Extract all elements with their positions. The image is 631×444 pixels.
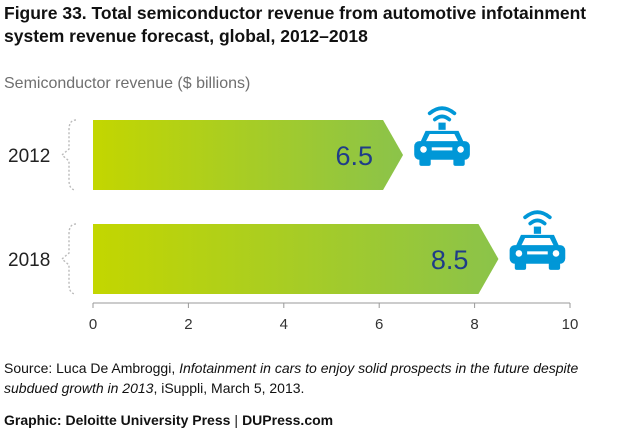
source-note: Source: Luca De Ambroggi, Infotainment i…: [4, 358, 604, 398]
x-tick-label: 10: [562, 316, 579, 333]
value-label: 8.5: [431, 245, 469, 275]
source-title: Infotainment in cars to enjoy solid pros…: [4, 360, 579, 396]
category-label: 2012: [8, 146, 50, 167]
figure-title: Figure 33. Total semiconductor revenue f…: [4, 3, 587, 46]
unit-label: Semiconductor revenue ($ billions): [4, 75, 251, 92]
connected-car-icon: [412, 106, 472, 168]
bar: [93, 224, 499, 294]
x-tick-label: 2: [184, 316, 192, 333]
graphic-credit: Graphic: Deloitte University Press | DUPre…: [4, 412, 333, 428]
category-bracket: [60, 119, 77, 191]
connected-car-icon: [507, 210, 568, 272]
bar-chart: 0 2 4 6 8 10 2012 6.5 2018 8.5: [8, 106, 579, 333]
bar: [93, 120, 404, 190]
credit-separator: |: [234, 412, 239, 428]
source-suffix: , iSuppli, March 5, 2013.: [153, 380, 305, 396]
source-prefix: Source: Luca De Ambroggi,: [4, 360, 180, 376]
category-bracket: [60, 223, 77, 295]
x-tick-label: 8: [470, 316, 478, 333]
x-tick-label: 6: [375, 316, 383, 333]
credit-publisher: Graphic: Deloitte University Press: [4, 412, 231, 428]
credit-website: DUPress.com: [242, 412, 334, 428]
category-label: 2018: [8, 250, 50, 271]
value-label: 6.5: [336, 141, 374, 171]
x-tick-label: 0: [89, 316, 97, 333]
x-tick-label: 4: [280, 316, 288, 333]
